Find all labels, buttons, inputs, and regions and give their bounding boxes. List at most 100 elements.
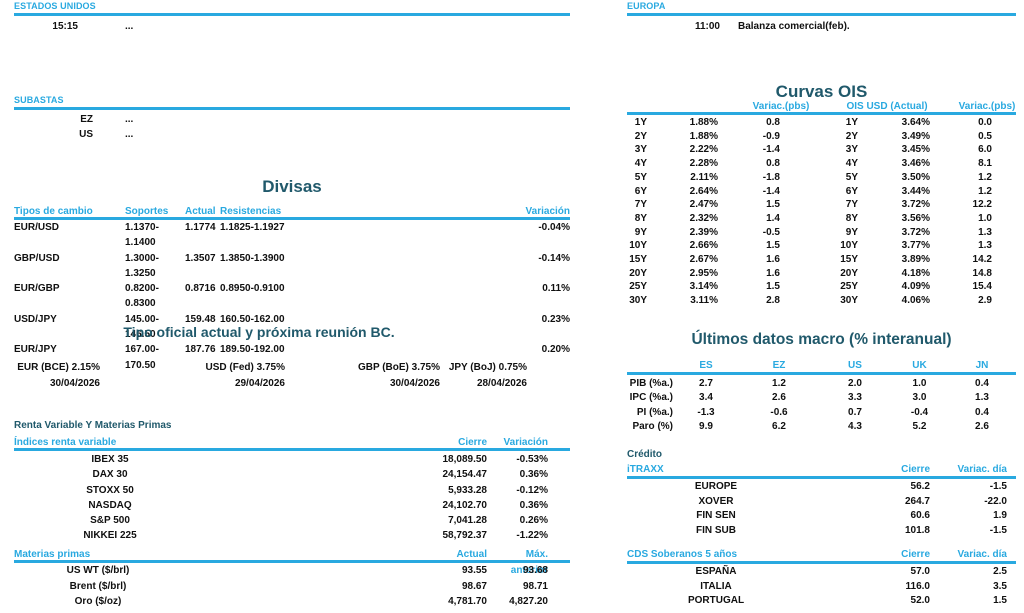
column-header: UK — [912, 360, 927, 371]
cell: 1.0 — [912, 378, 927, 389]
cell: -1.22% — [516, 530, 548, 542]
spacer — [93, 112, 125, 127]
cell: 30Y — [840, 295, 858, 307]
cell: US WT ($/brl) — [66, 565, 130, 576]
cell: 3.4 — [699, 392, 713, 404]
cell: 0.8200-0.8300 — [125, 283, 159, 310]
cell: 6Y — [845, 185, 858, 197]
cell: -1.8 — [762, 171, 780, 183]
cell: 2.5 — [993, 566, 1007, 577]
cell: 1.3000-1.3250 — [125, 252, 159, 279]
table-row: 25Y 3.14% 1.5 25Y 4.09% 15.4 — [627, 280, 1016, 294]
cell: -0.4 — [910, 406, 929, 418]
column-header: Materias primas — [14, 549, 91, 560]
cell: 56.2 — [910, 481, 930, 492]
table-row: NASDAQ 24,102.70 0.36% — [14, 498, 570, 513]
divider — [627, 561, 1016, 564]
cell: PIB (%a.) — [629, 378, 673, 389]
cell: 189.50-192.00 — [220, 344, 285, 356]
column-header: EZ — [772, 360, 786, 371]
divider — [14, 13, 570, 16]
table-row: IBEX 35 18,089.50 -0.53% — [14, 452, 570, 467]
cell: 145.00-146.50 — [125, 313, 159, 341]
cell: -0.6 — [770, 406, 788, 418]
cell: 1.2 — [978, 171, 992, 183]
cell: 0.4 — [975, 406, 989, 418]
section-title-subastas: SUBASTAS — [14, 95, 64, 105]
cell: 4Y — [845, 158, 858, 170]
cell: 3.0 — [912, 392, 927, 404]
cell: 0.5 — [978, 130, 992, 142]
cell: 4Y — [634, 158, 647, 170]
cell: NASDAQ — [88, 499, 132, 511]
divider — [627, 476, 1016, 479]
cell: 2.6 — [772, 392, 786, 404]
cell: 2Y — [845, 130, 858, 142]
itraxx-table: EUROPE 56.2 -1.5 XOVER 264.7 -22.0 FIN SEN 60.6… — [627, 480, 1016, 538]
central-bank-item: JPY (BoJ) 0.75% 28/04/2026 — [440, 362, 527, 389]
cell: 3.77% — [901, 240, 930, 252]
cell: 0.7 — [848, 406, 862, 418]
cell: -0.04% — [538, 222, 570, 233]
cell: EUR/GBP — [14, 283, 60, 295]
materias-table: US WT ($/brl) 93.55 93.68 Brent ($/brl) 98.6… — [14, 563, 570, 610]
auction-label: EZ — [80, 114, 93, 125]
cell: 1.2 — [772, 378, 786, 389]
cell: 0.8 — [766, 117, 780, 128]
cell: 4,781.70 — [448, 596, 487, 607]
cell: 1.5 — [766, 281, 780, 293]
table-row: FIN SUB 101.8 -1.5 — [627, 524, 1016, 539]
table-row: Oro ($/oz) 4,781.70 4,827.20 — [14, 594, 570, 610]
table-row: ITALIA 116.0 3.5 — [627, 580, 1016, 595]
cell: 24,154.47 — [442, 469, 488, 481]
macro-header-row: ES EZ US UK JN — [627, 359, 1016, 373]
schedule-row: 15:15 ... — [14, 21, 570, 32]
renta-variable-section-title: Renta Variable Y Materias Primas — [14, 420, 172, 431]
event-time: 11:00 — [694, 21, 720, 32]
table-row: PI (%a.) -1.3 -0.6 0.7 -0.4 0.4 — [627, 406, 1016, 420]
cell: 2.47% — [689, 199, 718, 211]
cell: 3.14% — [689, 281, 718, 293]
column-header: US — [848, 360, 862, 371]
macro-table: PIB (%a.) 2.7 1.2 2.0 1.0 0.4 IPC (%a.) 3.4 2.6 3… — [627, 377, 1016, 435]
table-row: 2Y 1.88% -0.9 2Y 3.49% 0.5 — [627, 130, 1016, 144]
cell: 5Y — [845, 171, 858, 183]
itraxx-header-row: iTRAXX Cierre Variac. día — [627, 463, 1016, 478]
cell: 1.9 — [993, 510, 1007, 521]
cell: 1.3507 — [185, 252, 216, 264]
schedule-row: 11:00 Balanza comercial(feb). — [627, 21, 1016, 32]
divisas-table: EUR/USD 1.1370-1.1400 1.1774 1.1825-1.1927 -… — [14, 220, 570, 373]
cell: 1.6 — [766, 267, 780, 279]
cell: 9Y — [845, 226, 858, 238]
cell: EUROPE — [694, 481, 738, 492]
divider — [14, 107, 570, 110]
table-row: DAX 30 24,154.47 0.36% — [14, 467, 570, 482]
column-header: iTRAXX — [627, 464, 664, 475]
column-header: Cierre — [901, 464, 930, 475]
cell: PORTUGAL — [687, 595, 745, 606]
cell: 4.06% — [901, 295, 930, 307]
cell: 0.0 — [978, 117, 992, 128]
table-row: 10Y 2.66% 1.5 10Y 3.77% 1.3 — [627, 239, 1016, 253]
divisas-title: Divisas — [262, 177, 322, 196]
cell: 1Y — [845, 117, 858, 128]
cell: 3.49% — [901, 130, 930, 142]
cell: 12.2 — [972, 199, 992, 211]
table-row: 1Y 1.88% 0.8 1Y 3.64% 0.0 — [627, 116, 1016, 130]
cell: 93.55 — [461, 565, 487, 576]
cell: 3.50% — [901, 171, 930, 183]
tipo-oficial-title: Tipo oficial actual y próxima reunión BC… — [123, 324, 395, 340]
column-header: Cierre — [901, 549, 930, 560]
table-row: USD/JPY 145.00-146.50 159.48 160.50-162.00 0… — [14, 312, 570, 343]
spacer — [78, 21, 125, 32]
cell: 25Y — [840, 281, 858, 293]
cell: 25Y — [629, 281, 647, 293]
column-header: Variac. día — [957, 464, 1007, 475]
cell: 3.3 — [848, 392, 862, 404]
cell: 15Y — [840, 254, 858, 266]
cell: 2.8 — [766, 295, 780, 307]
cell: 20Y — [840, 267, 858, 279]
cell: 116.0 — [905, 580, 930, 592]
table-row: 3Y 2.22% -1.4 3Y 3.45% 6.0 — [627, 143, 1016, 157]
cell: 60.6 — [910, 510, 930, 521]
